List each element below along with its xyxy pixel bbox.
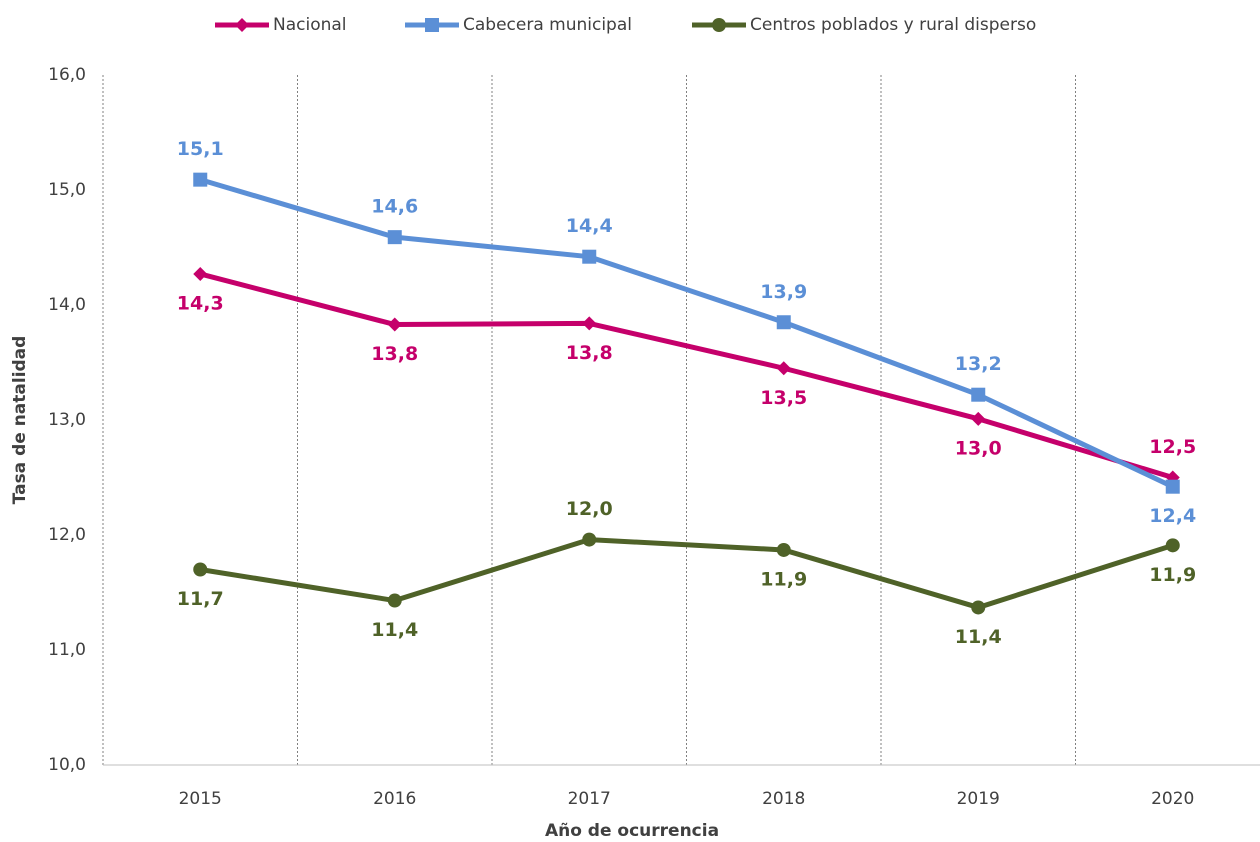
marker bbox=[776, 315, 791, 330]
data-label: 12,0 bbox=[566, 498, 613, 520]
y-axis-title: Tasa de natalidad bbox=[10, 336, 30, 505]
y-tick-label: 15,0 bbox=[48, 180, 86, 200]
data-label: 14,6 bbox=[371, 196, 418, 218]
data-label: 13,8 bbox=[566, 342, 613, 364]
x-tick-label: 2019 bbox=[957, 789, 1000, 809]
x-tick-label: 2016 bbox=[373, 789, 416, 809]
data-label: 13,5 bbox=[760, 387, 807, 409]
marker bbox=[425, 18, 439, 32]
data-label: 11,4 bbox=[955, 626, 1002, 648]
marker bbox=[387, 230, 402, 245]
y-tick-label: 12,0 bbox=[48, 525, 86, 545]
series-line bbox=[199, 177, 1174, 489]
data-label: 12,4 bbox=[1149, 505, 1196, 527]
data-label: 13,2 bbox=[955, 353, 1002, 375]
marker bbox=[235, 18, 249, 32]
marker bbox=[776, 361, 791, 376]
x-tick-label: 2020 bbox=[1151, 789, 1194, 809]
marker bbox=[582, 532, 597, 547]
marker bbox=[776, 542, 791, 557]
marker bbox=[582, 316, 597, 331]
y-tick-label: 10,0 bbox=[48, 755, 86, 775]
marker bbox=[1165, 479, 1180, 494]
data-label: 15,1 bbox=[177, 138, 224, 160]
y-tick-label: 14,0 bbox=[48, 295, 86, 315]
data-label: 12,5 bbox=[1149, 436, 1196, 458]
data-label: 13,8 bbox=[371, 343, 418, 365]
x-tick-label: 2017 bbox=[568, 789, 611, 809]
legend-label: Centros poblados y rural disperso bbox=[750, 15, 1036, 35]
y-tick-label: 11,0 bbox=[48, 640, 86, 660]
data-label: 14,3 bbox=[177, 292, 224, 314]
legend-label: Nacional bbox=[273, 15, 347, 35]
x-axis-title: Año de ocurrencia bbox=[545, 821, 719, 841]
marker bbox=[971, 411, 986, 426]
x-tick-label: 2018 bbox=[762, 789, 805, 809]
y-tick-label: 16,0 bbox=[48, 65, 86, 85]
data-label: 13,0 bbox=[955, 437, 1002, 459]
data-label: 11,9 bbox=[760, 568, 807, 590]
data-label: 11,9 bbox=[1149, 564, 1196, 586]
marker bbox=[582, 249, 597, 264]
data-label: 11,7 bbox=[177, 588, 224, 610]
data-label: 13,9 bbox=[760, 281, 807, 303]
marker bbox=[193, 266, 208, 281]
marker bbox=[193, 562, 208, 577]
marker bbox=[387, 317, 402, 332]
series-line bbox=[199, 537, 1174, 610]
x-tick-label: 2015 bbox=[179, 789, 222, 809]
data-label: 14,4 bbox=[566, 215, 613, 237]
marker bbox=[971, 600, 986, 615]
marker bbox=[712, 18, 726, 32]
data-label: 11,4 bbox=[371, 619, 418, 641]
marker bbox=[387, 593, 402, 608]
marker bbox=[1165, 538, 1180, 553]
marker bbox=[971, 387, 986, 402]
y-tick-label: 13,0 bbox=[48, 410, 86, 430]
series-line bbox=[199, 271, 1174, 480]
marker bbox=[193, 172, 208, 187]
legend-label: Cabecera municipal bbox=[463, 15, 632, 35]
